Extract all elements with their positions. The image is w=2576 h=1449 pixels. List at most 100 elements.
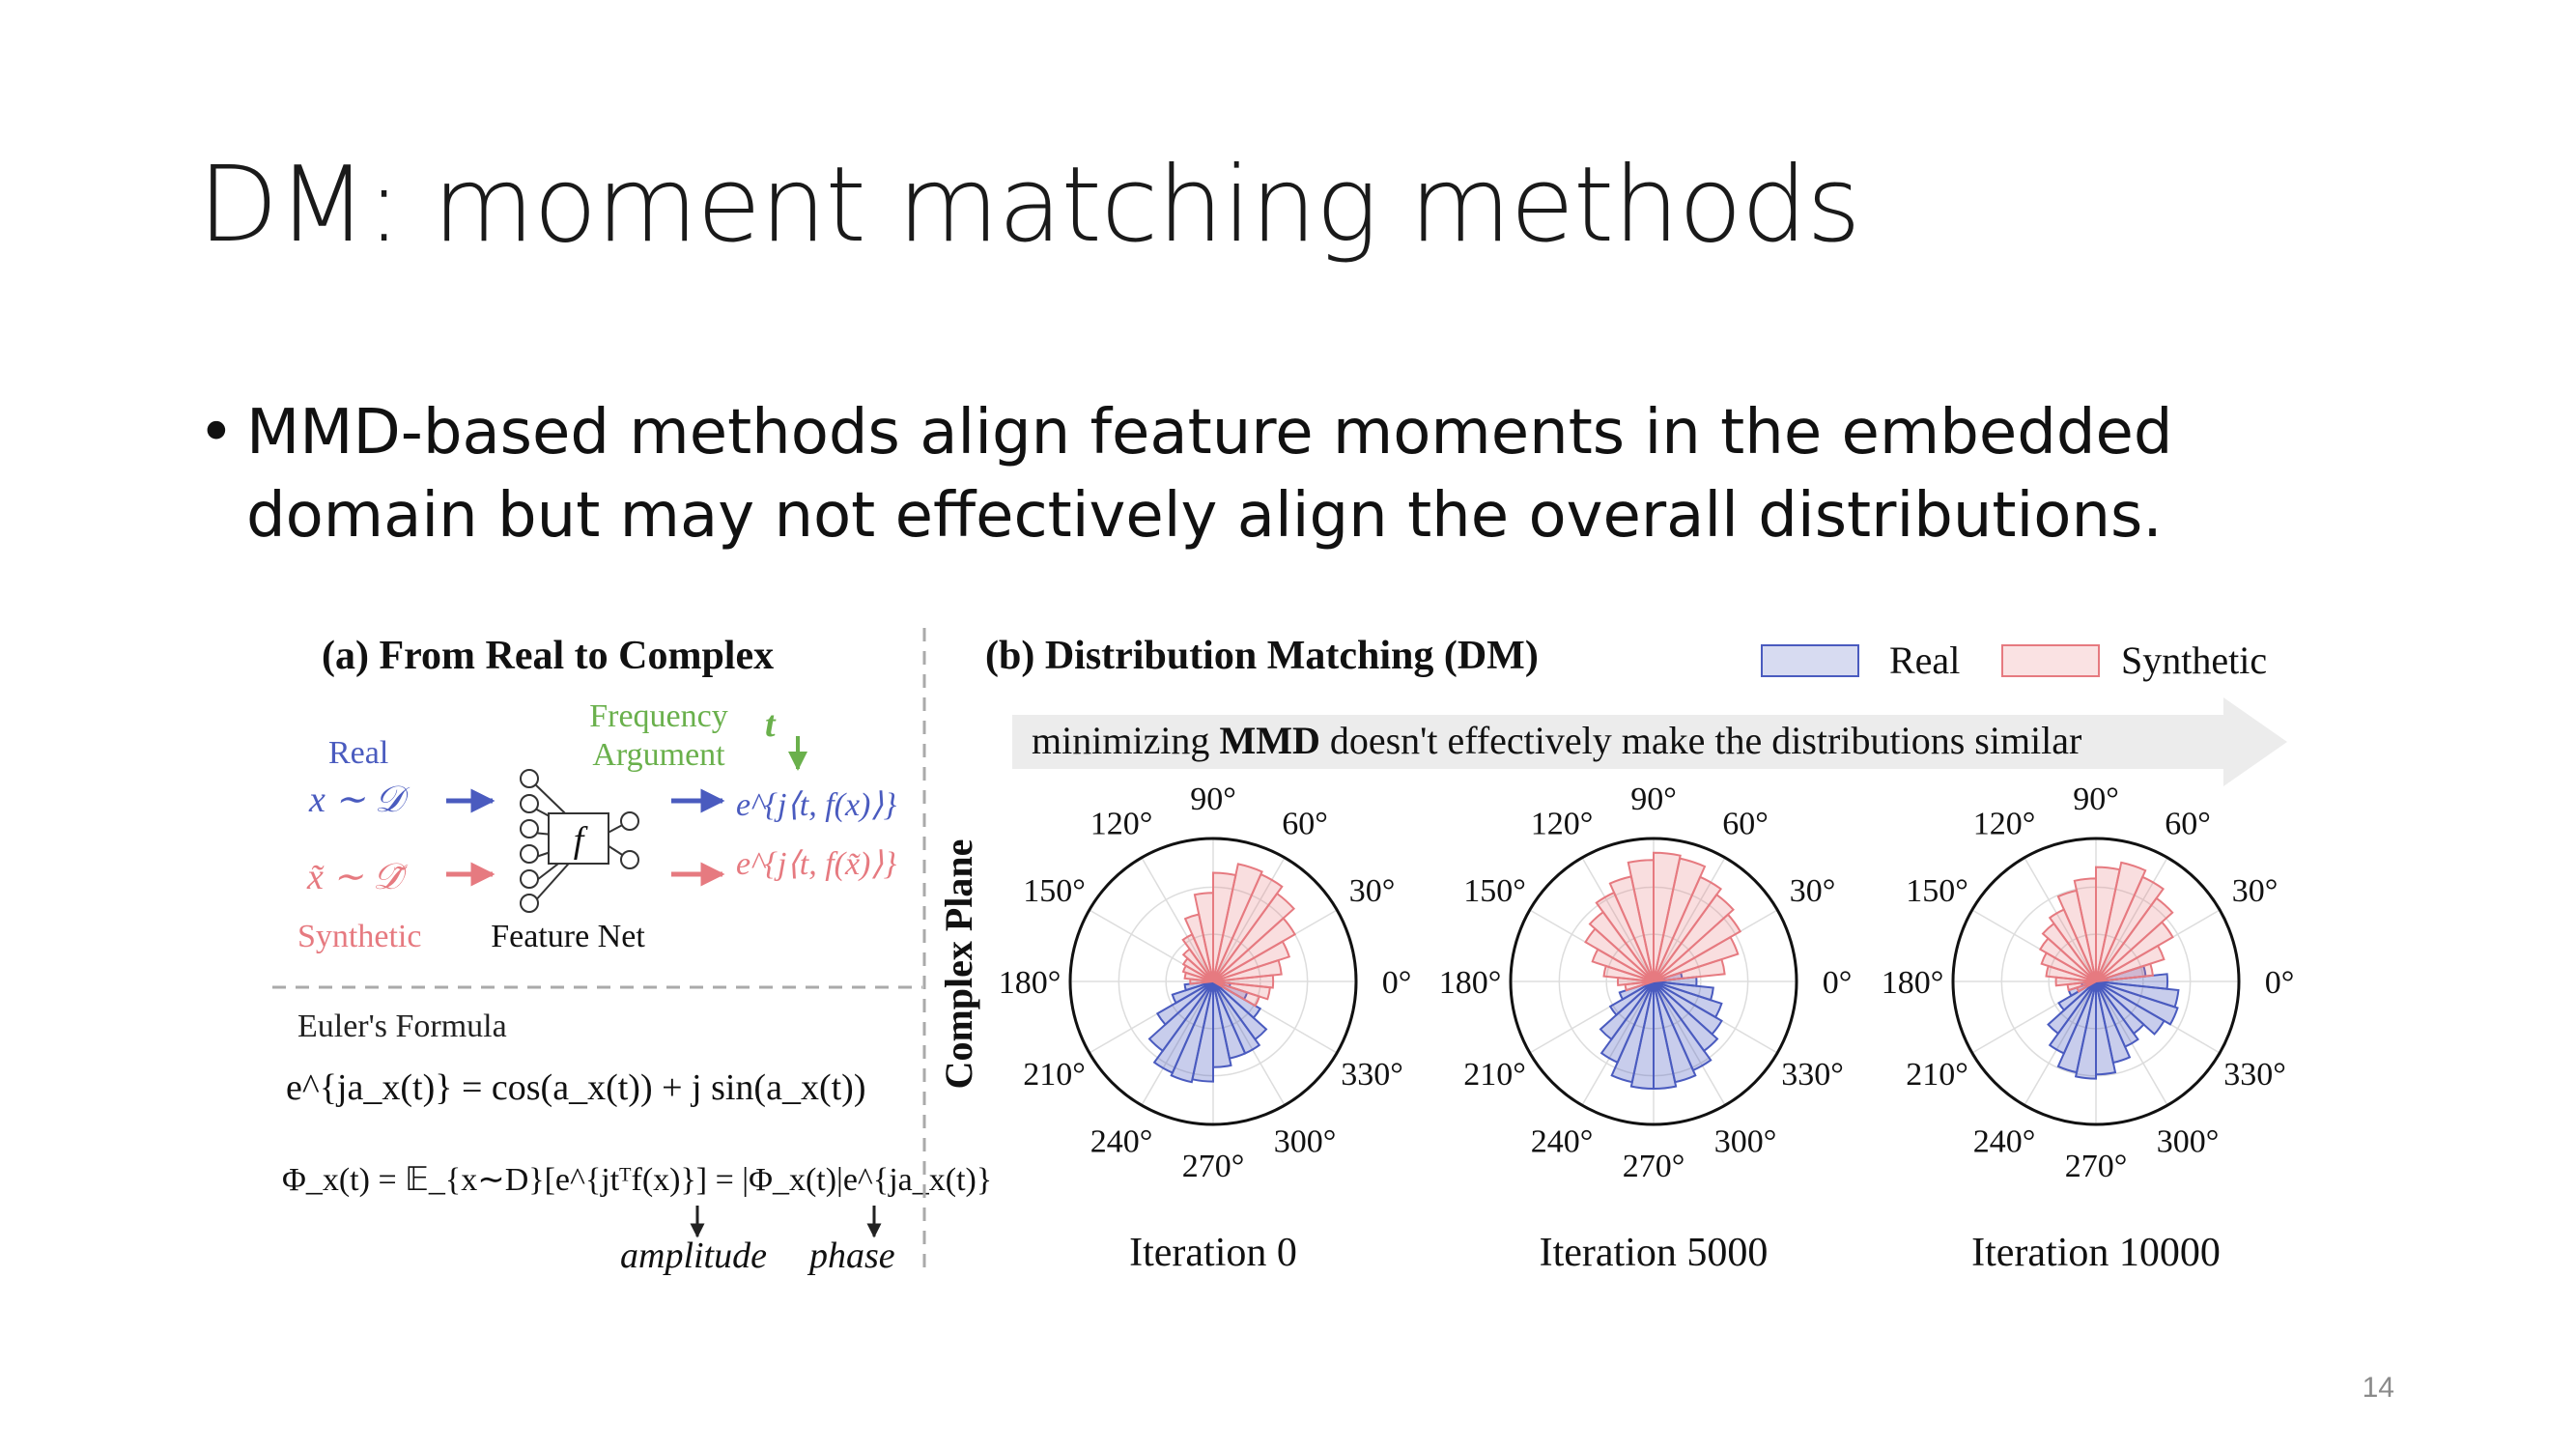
synthetic-bar: [1181, 956, 1214, 982]
real-bar: [1170, 980, 1214, 1084]
synthetic-bar: [2040, 952, 2097, 982]
grid-spoke: [1141, 857, 1214, 982]
angle-label: 330°: [1341, 1057, 1403, 1093]
series-synthetic: [1181, 863, 1296, 1008]
angle-label: 90°: [1630, 781, 1677, 817]
grid-spoke: [2095, 857, 2168, 982]
synthetic-bar: [1588, 910, 1655, 982]
real-bar: [1212, 980, 1262, 1020]
bullet-dot: •: [198, 397, 235, 469]
mmd-arrow-bold: MMD: [1219, 719, 1319, 762]
polar-outer-circle: [1951, 837, 2241, 1126]
synthetic-bar: [1212, 980, 1261, 1008]
angle-label: 330°: [1781, 1057, 1844, 1093]
polar-charts: 0°30°60°90°120°150°180°210°240°270°300°3…: [999, 781, 2295, 1275]
bullet-point: • MMD-based methods align feature moment…: [198, 391, 2420, 557]
real-bar: [2074, 980, 2097, 1080]
synthetic-bar: [2076, 980, 2097, 993]
angle-label: 0°: [2265, 965, 2295, 1001]
polar-outer-circle: [1509, 837, 1798, 1126]
synthetic-bar: [2095, 861, 2147, 982]
angle-label: 270°: [1623, 1149, 1685, 1184]
panel-a-title: (a) From Real to Complex: [322, 634, 774, 678]
angle-label: 0°: [1382, 965, 1412, 1001]
grid-spoke: [1653, 980, 1726, 1106]
polar-outer-circle: [1068, 837, 1358, 1126]
synthetic-bar: [2038, 936, 2097, 982]
angle-label: 330°: [2223, 1057, 2286, 1093]
panel-b: (b) Distribution Matching (DM) Real Synt…: [937, 634, 2294, 1275]
argument-label: Argument: [592, 737, 725, 773]
legend-synthetic-swatch: [2001, 644, 2100, 677]
series-synthetic: [2038, 861, 2174, 993]
euler-formula: e^{ja_x(t)} = cos(a_x(t)) + j sin(a_x(t)…: [286, 1067, 865, 1108]
real-bar: [1653, 980, 1714, 1002]
synthetic-bar: [1624, 980, 1655, 992]
synthetic-sample: x̃ ∼ 𝒟̃: [306, 857, 409, 897]
angle-label: 150°: [1023, 873, 1086, 909]
angle-label: 270°: [2065, 1149, 2128, 1184]
real-bar: [2095, 980, 2139, 1048]
grid-spoke: [1212, 857, 1286, 982]
synthetic-bar: [1181, 948, 1214, 982]
complex-plane-axis-label: Complex Plane: [937, 839, 980, 1090]
synthetic-bar: [1212, 863, 1263, 982]
angle-label: 90°: [2073, 781, 2119, 817]
legend-real-label: Real: [1889, 639, 1960, 682]
mmd-arrow-prefix: minimizing: [1032, 719, 1219, 762]
angle-label: 30°: [1790, 873, 1836, 909]
legend-synthetic-label: Synthetic: [2121, 639, 2267, 682]
angle-label: 150°: [1906, 873, 1968, 909]
synthetic-bar: [1189, 978, 1214, 985]
synthetic-bar: [1602, 964, 1655, 982]
mmd-arrow-text: minimizing MMD doesn't effectively make …: [1032, 719, 2081, 762]
angle-label: 60°: [1282, 807, 1328, 842]
angle-label: 60°: [2165, 807, 2211, 842]
angle-label: 30°: [1349, 873, 1396, 909]
real-bar: [1653, 980, 1713, 1072]
angle-label: 210°: [1906, 1057, 1968, 1093]
synthetic-bar: [2095, 866, 2121, 982]
synthetic-bar: [2054, 976, 2097, 987]
angle-label: 180°: [999, 965, 1062, 1001]
chart-title: Iteration 5000: [1540, 1231, 1769, 1275]
angle-label: 210°: [1023, 1057, 1086, 1093]
synthetic-bar: [2048, 908, 2097, 982]
panel-a: (a) From Real to Complex Frequency Argum…: [272, 634, 992, 1276]
mmd-arrow-banner: [1012, 697, 2287, 786]
angle-label: 180°: [1439, 965, 1502, 1001]
angle-label: 180°: [1882, 965, 1944, 1001]
t-symbol: t: [765, 704, 777, 745]
angle-label: 90°: [1190, 781, 1236, 817]
synthetic-bar: [1653, 851, 1682, 982]
series-real: [2047, 964, 2180, 1080]
series-real: [1599, 971, 1723, 1091]
real-label: Real: [328, 735, 388, 771]
series-synthetic: [1584, 851, 1742, 992]
cf-formula: Φ_x(t) = 𝔼_{x∼D}[e^{jtᵀf(x)}] = |Φ_x(t)|…: [282, 1162, 992, 1198]
mmd-arrow-suffix: doesn't effectively make the distributio…: [1320, 719, 2082, 762]
angle-label: 270°: [1182, 1149, 1245, 1184]
synthetic-bar: [2045, 964, 2097, 982]
synthetic-bar: [1183, 971, 1214, 982]
phase-label: phase: [807, 1236, 895, 1276]
grid-spoke: [2024, 980, 2097, 1106]
panel-b-title: (b) Distribution Matching (DM): [985, 634, 1539, 678]
synthetic-bar: [1591, 948, 1655, 982]
real-bar: [1212, 980, 1261, 1055]
series-real: [1147, 980, 1268, 1084]
real-sample: x ∼ 𝒟: [308, 780, 410, 820]
angle-label: 240°: [1973, 1124, 2036, 1160]
angle-label: 240°: [1090, 1124, 1153, 1160]
feature-net: [520, 769, 639, 913]
angle-label: 150°: [1463, 873, 1526, 909]
chart-title: Iteration 10000: [1971, 1231, 2221, 1275]
real-bar: [1653, 980, 1723, 1036]
angle-label: 210°: [1463, 1057, 1526, 1093]
grid-spoke: [1581, 857, 1655, 982]
feature-net-label: Feature Net: [491, 919, 645, 954]
real-bar: [1653, 980, 1723, 1019]
grid-spoke: [2024, 857, 2097, 982]
synthetic-bar: [1212, 871, 1237, 982]
